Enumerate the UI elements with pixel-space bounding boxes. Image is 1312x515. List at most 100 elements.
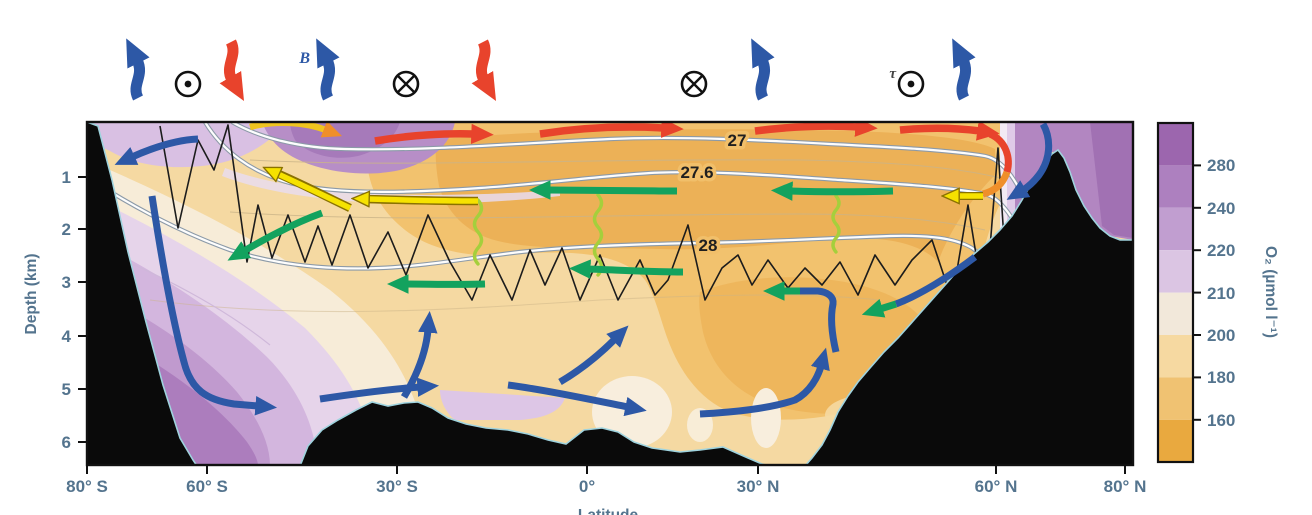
downwelling-arrow-icon — [219, 39, 244, 102]
blue-abyssal-arrow — [507, 381, 647, 417]
field-pale-band-north — [1007, 122, 1015, 292]
x-tick-0: 0° — [579, 477, 595, 496]
plot-frame — [85, 120, 1135, 467]
colorbar-segment — [1158, 335, 1193, 378]
green-arrows — [227, 180, 894, 294]
x-axis-ticks — [86, 465, 1126, 474]
cbar-tick-220: 220 — [1207, 241, 1235, 260]
mixing-squiggles — [472, 193, 841, 277]
colorbar: 280 240 220 210 200 180 160 O₂ (µmol l⁻¹… — [1156, 121, 1279, 464]
field-pale-pocket — [751, 388, 781, 448]
mixing-squiggle-icon — [472, 198, 484, 266]
circle-dot-icon — [174, 70, 202, 98]
circulation-arrows — [114, 122, 1053, 418]
blue-abyssal-rising-arrow — [699, 347, 830, 418]
red-arrow — [539, 122, 684, 138]
red-surface-arrows — [374, 122, 1000, 145]
colorbar-segment — [1158, 250, 1193, 293]
blue-upwelling-branch — [400, 310, 438, 399]
y-tick-5: 5 — [62, 380, 71, 399]
upwelling-arrow-icon — [126, 38, 150, 101]
circle-cross-icon — [392, 70, 420, 98]
colorbar-ticks — [1193, 164, 1201, 421]
contour-label-27: 27 — [728, 131, 747, 150]
x-tick-60s: 60° S — [186, 477, 228, 496]
y-axis-ticks — [78, 176, 87, 443]
contour-label-27-6: 27.6 — [680, 163, 713, 182]
y-axis-title: Depth (km) — [23, 254, 40, 335]
colorbar-segment — [1158, 292, 1193, 335]
field-lavender-bottom-tongue — [440, 390, 565, 420]
cbar-tick-280: 280 — [1207, 156, 1235, 175]
circle-dot-icon — [897, 70, 925, 98]
x-axis: 80° S 60° S 30° S 0° 30° N 60° N 80° N L… — [66, 465, 1146, 515]
cbar-tick-180: 180 — [1207, 368, 1235, 387]
bathymetry-abyssal — [299, 401, 770, 465]
blue-surface-southward-arrow — [114, 135, 199, 165]
blue-arrows — [114, 122, 1053, 418]
yellow-arrow-horizontal — [368, 199, 479, 201]
colorbar-title: O₂ (µmol l⁻¹) — [1262, 246, 1279, 338]
field-darkorange-lt160-upper — [435, 129, 995, 262]
y-tick-6: 6 — [62, 433, 71, 452]
section-field: 27 27.6 28 — [87, 122, 1133, 465]
green-arrow — [528, 180, 678, 200]
green-arrow — [568, 259, 684, 279]
red-arrow — [754, 122, 878, 137]
observed-zigzag-line — [159, 124, 1039, 419]
green-arrow — [770, 181, 894, 201]
minor-contours — [149, 159, 1001, 313]
blue-north-sinking-arrow — [1006, 122, 1053, 200]
cbar-tick-240: 240 — [1207, 199, 1235, 218]
y-tick-4: 4 — [62, 327, 72, 346]
x-tick-30s: 30° S — [376, 477, 418, 496]
x-tick-30n: 30° N — [737, 477, 780, 496]
wind-stress-label: τ — [889, 66, 897, 82]
y-axis: 1 2 3 4 5 6 Depth (km) — [23, 168, 87, 452]
mixing-squiggle-icon — [831, 194, 841, 254]
bathymetry — [87, 122, 1133, 465]
blue-antarctic-downwelling-arrow — [148, 195, 278, 416]
downwelling-arrow-icon — [471, 39, 496, 102]
upwelling-arrow-icon — [316, 38, 340, 101]
blue-north-deep-shaft — [894, 254, 978, 308]
blue-rise-L-shaft — [800, 287, 840, 353]
forcing-row: B τ — [126, 38, 976, 102]
red-arrow — [374, 123, 494, 145]
field-lavender-arc — [222, 168, 560, 204]
mixing-squiggle-icon — [592, 193, 604, 277]
blue-upwelling-branch — [558, 325, 629, 386]
contour-label-28: 28 — [699, 236, 718, 255]
field-pale-band-north — [1000, 122, 1007, 272]
y-tick-1: 1 — [62, 168, 71, 187]
red-downwelling-curve — [988, 130, 1012, 173]
y-tick-2: 2 — [62, 220, 71, 239]
yellow-intermediate-arrows — [274, 172, 479, 212]
red-arrow — [899, 122, 1000, 141]
y-tick-3: 3 — [62, 273, 71, 292]
bathymetry-antarctica — [87, 122, 198, 465]
field-darkpurple-north-corner — [1090, 122, 1133, 238]
circle-cross-icon — [680, 70, 708, 98]
cbar-tick-200: 200 — [1207, 326, 1235, 345]
orange-downwelling-curve — [982, 170, 1011, 198]
colorbar-segment — [1158, 419, 1193, 462]
green-arrow-curved — [227, 209, 324, 261]
buoyancy-label: B — [298, 50, 310, 67]
colorbar-segment — [1158, 165, 1193, 208]
colorbar-segment — [1158, 123, 1193, 166]
green-head-on-blue — [861, 298, 898, 318]
upwelling-arrow-icon — [952, 38, 976, 101]
colorbar-segment — [1158, 207, 1193, 251]
cbar-tick-160: 160 — [1207, 411, 1235, 430]
cbar-tick-210: 210 — [1207, 284, 1235, 303]
yellow-arrow-tilted — [278, 174, 352, 211]
x-tick-80n: 80° N — [1104, 477, 1147, 496]
upwelling-arrow-icon — [751, 38, 775, 101]
x-axis-title: Latitude — [578, 507, 639, 515]
x-tick-60n: 60° N — [975, 477, 1018, 496]
x-tick-80s: 80° S — [66, 477, 108, 496]
bathymetry-north — [804, 148, 1133, 465]
